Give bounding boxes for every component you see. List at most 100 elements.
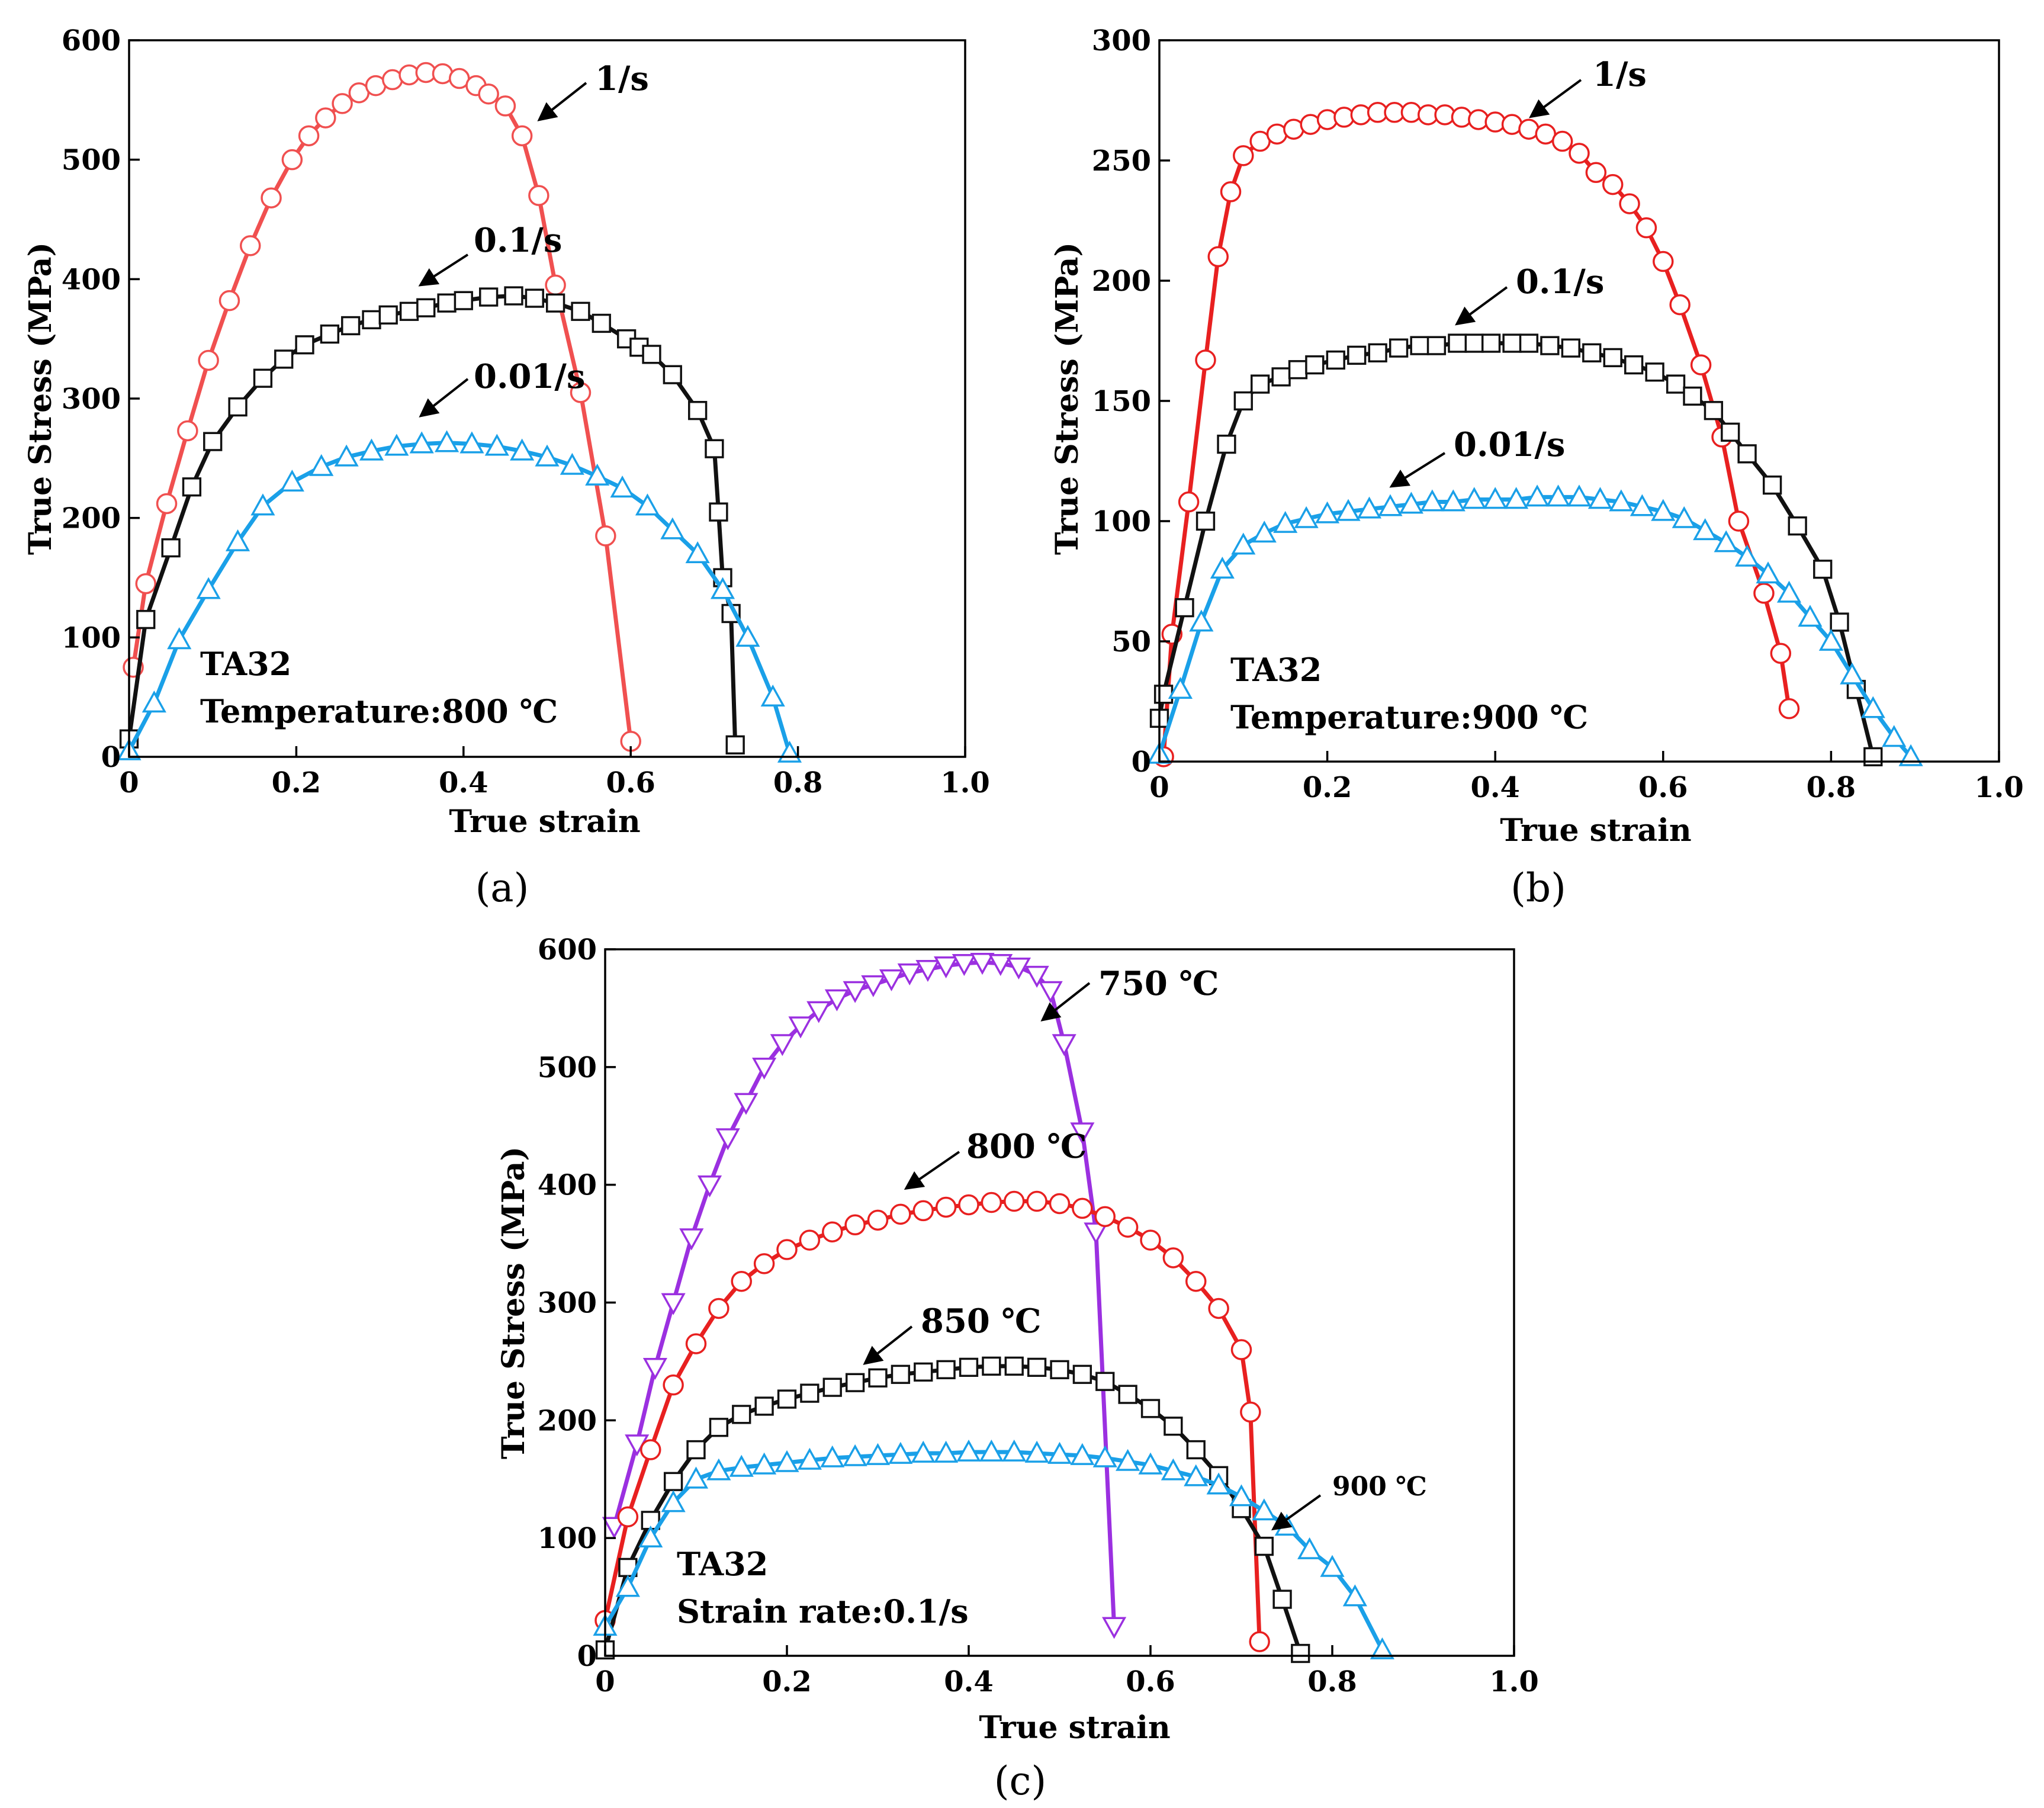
chart-a-point-001s bbox=[585, 463, 610, 486]
chart-c-point-750 bbox=[806, 1001, 831, 1023]
chart-c-point-900 bbox=[683, 1466, 709, 1489]
chart-b-point-001s bbox=[1898, 744, 1923, 766]
chart-c-point-800 bbox=[776, 1239, 798, 1260]
chart-a-point-01s bbox=[320, 324, 340, 344]
chart-b-point-001s bbox=[1336, 499, 1361, 521]
chart-b-point-1s bbox=[1635, 217, 1657, 239]
chart-b-point-01s bbox=[1464, 333, 1484, 353]
chart-b-point-1s bbox=[1753, 583, 1775, 604]
chart-a-ytick-label: 100 bbox=[62, 621, 121, 654]
chart-b-point-1s bbox=[1728, 510, 1750, 532]
chart-c-point-900 bbox=[1229, 1484, 1254, 1507]
chart-b-point-001s bbox=[1189, 609, 1214, 632]
chart-c-point-850 bbox=[845, 1373, 865, 1392]
chart-b-point-001s bbox=[1483, 487, 1508, 509]
chart-b-point-01s bbox=[1561, 338, 1580, 358]
chart-a-point-01s bbox=[378, 305, 398, 325]
chart-c-arrow-750 bbox=[1040, 982, 1091, 1022]
chart-a-point-001s bbox=[760, 684, 785, 706]
chart-c-point-800 bbox=[844, 1214, 866, 1236]
chart-c-point-900 bbox=[774, 1450, 799, 1472]
chart-c-xtick-label: 0.4 bbox=[944, 1665, 994, 1698]
chart-b-point-1s bbox=[1569, 143, 1590, 164]
chart-b-point-1s bbox=[1585, 162, 1607, 184]
chart-a-point-01s bbox=[416, 298, 436, 317]
chart-c-point-750 bbox=[661, 1293, 686, 1315]
chart-c-point-850 bbox=[686, 1440, 706, 1460]
chart-a-point-01s bbox=[709, 502, 728, 522]
chart-b-point-01s bbox=[1813, 560, 1833, 579]
chart-c-note-condition: Strain rate:0.1/s bbox=[677, 1592, 969, 1630]
chart-c-point-800 bbox=[1117, 1216, 1139, 1238]
chart-c-point-750 bbox=[879, 969, 904, 991]
chart-panel-a: 0 0.2 0.4 0.6 0.8 1.0 0 100 200 300 400 500 600 True… bbox=[23, 24, 990, 911]
chart-c-ytick-label: 0 bbox=[577, 1640, 597, 1673]
chart-b-point-001s bbox=[1273, 510, 1298, 533]
chart-c-point-750 bbox=[952, 954, 976, 977]
chart-c-point-800 bbox=[912, 1200, 934, 1222]
chart-c-point-750 bbox=[1102, 1617, 1127, 1639]
chart-b-point-1s bbox=[1178, 491, 1200, 513]
chart-b-point-001s bbox=[1882, 725, 1907, 747]
chart-a-point-001s bbox=[510, 438, 535, 461]
chart-c-point-800 bbox=[1004, 1190, 1025, 1212]
chart-a-annotation-001s: 0.01/s bbox=[474, 357, 585, 396]
chart-a-xtick-label: 0 bbox=[119, 766, 139, 799]
chart-b-point-001s bbox=[1693, 518, 1718, 541]
chart-b-ytick-label: 150 bbox=[1092, 385, 1151, 418]
chart-a-point-1s bbox=[545, 274, 566, 296]
chart-a-ytick-label: 500 bbox=[62, 144, 121, 177]
chart-b-point-01s bbox=[1448, 333, 1467, 353]
chart-b-annotation-01s: 0.1/s bbox=[1516, 262, 1604, 301]
chart-a-point-001s bbox=[735, 625, 760, 647]
chart-c-point-850 bbox=[732, 1405, 751, 1424]
chart-a-xtick-label: 0.6 bbox=[606, 766, 655, 799]
chart-b-point-001s bbox=[1860, 696, 1885, 718]
chart-b-point-001s bbox=[1651, 499, 1676, 521]
chart-b-point-1s bbox=[1233, 145, 1254, 166]
chart-c-point-900 bbox=[797, 1447, 822, 1470]
chart-b-point-01s bbox=[1271, 367, 1291, 387]
chart-a-point-1s bbox=[156, 493, 178, 515]
chart-a-point-01s bbox=[341, 316, 361, 336]
chart-b-point-1s bbox=[1669, 294, 1691, 316]
chart-c-arrow-850 bbox=[863, 1325, 913, 1365]
chart-b-point-1s bbox=[1551, 130, 1573, 152]
chart-a-point-01s bbox=[203, 432, 223, 451]
chart-b-point-01s bbox=[1251, 374, 1270, 394]
chart-c-point-800 bbox=[1249, 1631, 1270, 1652]
chart-a-panel-label: (a) bbox=[475, 865, 529, 911]
chart-a-point-1s bbox=[494, 95, 516, 117]
chart-c-point-900 bbox=[1342, 1584, 1367, 1607]
chart-b-point-1s bbox=[1770, 643, 1792, 664]
chart-c-ytick-label: 600 bbox=[538, 933, 597, 966]
chart-a-point-001s bbox=[560, 452, 584, 475]
chart-a-arrow-1s bbox=[537, 82, 587, 121]
chart-c-point-800 bbox=[731, 1270, 752, 1292]
chart-c-series-line-750 bbox=[612, 960, 1117, 1627]
chart-a-point-1s bbox=[239, 235, 261, 256]
chart-c-point-900 bbox=[1297, 1537, 1322, 1559]
chart-c-point-900 bbox=[843, 1444, 867, 1466]
chart-c-point-900 bbox=[1370, 1637, 1394, 1659]
chart-a-point-001s bbox=[142, 691, 166, 713]
chart-c-point-750 bbox=[970, 953, 995, 975]
chart-a-point-001s bbox=[610, 476, 635, 498]
chart-b-point-001s bbox=[1294, 506, 1319, 528]
chart-a-point-001s bbox=[710, 577, 735, 599]
chart-a-point-1s bbox=[281, 149, 303, 171]
chart-c-point-850 bbox=[1272, 1589, 1292, 1609]
chart-c-point-850 bbox=[1140, 1399, 1161, 1418]
chart-a-point-01s bbox=[592, 313, 611, 333]
chart-c-point-750 bbox=[861, 975, 886, 997]
chart-c-point-750 bbox=[770, 1034, 795, 1056]
chart-c-point-750 bbox=[1052, 1034, 1076, 1056]
chart-b-point-001s bbox=[1399, 492, 1423, 514]
chart-b-point-01s bbox=[1288, 360, 1308, 380]
chart-b-point-001s bbox=[1441, 489, 1465, 512]
chart-c-point-900 bbox=[752, 1452, 777, 1475]
chart-b-point-01s bbox=[1175, 598, 1194, 618]
chart-c-point-750 bbox=[734, 1093, 759, 1115]
chart-b-point-01s bbox=[1389, 338, 1409, 358]
chart-b-xlabel: True strain bbox=[1500, 813, 1691, 849]
